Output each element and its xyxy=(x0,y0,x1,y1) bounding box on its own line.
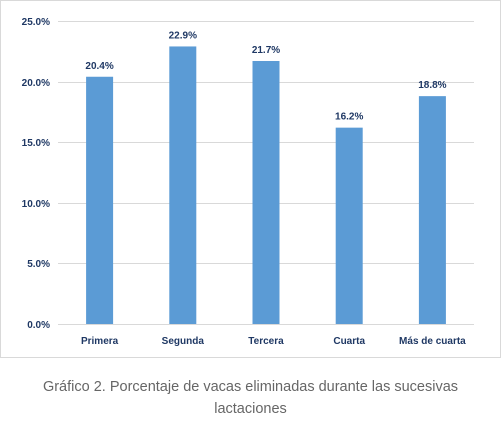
data-label: 16.2% xyxy=(335,112,363,123)
y-tick-label: 15.0% xyxy=(22,138,50,149)
y-tick-label: 20.0% xyxy=(22,78,50,89)
y-tick-label: 5.0% xyxy=(27,259,50,270)
data-label: 18.8% xyxy=(418,80,446,91)
category-label: Cuarta xyxy=(333,336,365,347)
bar xyxy=(418,96,446,324)
y-tick-label: 10.0% xyxy=(22,199,50,210)
y-tick-label: 0.0% xyxy=(27,320,50,331)
category-label: Segunda xyxy=(162,336,205,347)
bar xyxy=(169,46,197,325)
bar xyxy=(252,60,280,324)
category-label: Primera xyxy=(81,336,119,347)
category-label: Más de cuarta xyxy=(399,336,466,347)
chart-frame xyxy=(0,0,501,358)
data-label: 22.9% xyxy=(169,30,197,41)
y-tick-label: 25.0% xyxy=(22,17,50,28)
category-label: Tercera xyxy=(248,336,284,347)
bar xyxy=(335,127,363,324)
data-label: 20.4% xyxy=(85,61,113,72)
bar-chart: 0.0% 5.0% 10.0% 15.0% 20.0% 25.0% 20.4% Primera… xyxy=(22,17,474,347)
figure-caption: Gráfico 2. Porcentaje de vacas eliminada… xyxy=(42,379,459,417)
bar xyxy=(86,76,114,324)
data-label: 21.7% xyxy=(252,45,280,56)
